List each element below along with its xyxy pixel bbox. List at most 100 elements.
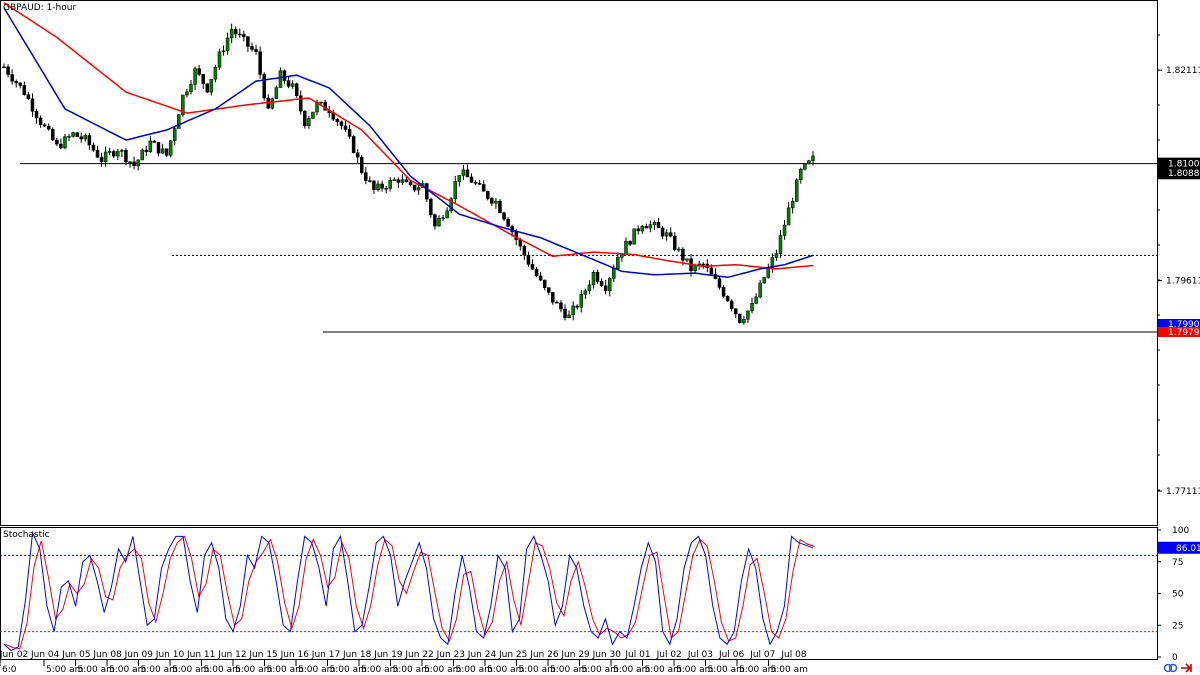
- candle-body: [782, 224, 787, 236]
- candle-body: [412, 184, 417, 191]
- candle-body: [481, 184, 486, 192]
- candle-body: [246, 36, 250, 47]
- candle-body: [274, 87, 279, 99]
- candle-body: [307, 118, 311, 126]
- candle-body: [583, 290, 588, 295]
- candle-body: [355, 152, 360, 158]
- candle-body: [790, 201, 795, 209]
- candle-body: [429, 198, 433, 215]
- candle-body: [648, 224, 653, 229]
- candle-body: [168, 140, 173, 156]
- candle-body: [538, 275, 543, 281]
- candle-body: [343, 125, 348, 130]
- time-label: 5:00 am: [235, 665, 272, 675]
- time-label: 5:00 am: [582, 665, 619, 675]
- candle-body: [388, 180, 392, 189]
- candle-body: [803, 163, 807, 170]
- moving-average-red: [3, 2, 814, 270]
- candle-body: [368, 180, 372, 182]
- candle-body: [603, 285, 608, 291]
- price-tag: 1.80886: [1168, 169, 1200, 179]
- candle-body: [254, 49, 258, 52]
- candle-body: [490, 198, 494, 204]
- time-label: 5:00 am: [676, 665, 713, 675]
- time-label: 5:00 am: [487, 665, 524, 675]
- candle-body: [616, 257, 620, 269]
- candle-body: [762, 277, 766, 284]
- candle-body: [290, 83, 295, 87]
- arrow-icon[interactable]: [1181, 663, 1192, 673]
- candle-body: [469, 176, 474, 183]
- candle-body: [445, 210, 449, 219]
- date-label: Jun 05: [61, 650, 90, 660]
- candle-body: [22, 85, 27, 96]
- candle-body: [721, 287, 726, 297]
- link-icon[interactable]: [1163, 663, 1178, 673]
- candle-body: [799, 168, 803, 181]
- candle-body: [67, 136, 71, 138]
- candle-body: [725, 296, 730, 302]
- time-label: 5:00 am: [456, 665, 493, 675]
- candle-body: [607, 278, 612, 291]
- candle-body: [677, 248, 681, 251]
- time-label: 5:00 am: [424, 665, 461, 675]
- candle-body: [449, 198, 453, 212]
- time-label: 5:00 am: [330, 665, 367, 675]
- stochastic-axis-label: 100: [1172, 526, 1189, 536]
- stochastic-axis-label: 75: [1172, 558, 1183, 568]
- candle-body: [172, 128, 177, 141]
- date-label: Jun 12: [217, 650, 246, 660]
- candle-body: [380, 183, 384, 189]
- candle-body: [339, 121, 344, 127]
- time-label: 5:00 am: [519, 665, 556, 675]
- candle-body: [177, 114, 181, 129]
- price-tag-bg: [1158, 167, 1200, 180]
- candle-body: [758, 282, 762, 298]
- candle-body: [461, 169, 466, 176]
- candle-body: [636, 228, 640, 232]
- date-label: Jul 08: [780, 650, 806, 660]
- candle-body: [14, 80, 18, 84]
- candle-body: [437, 217, 441, 227]
- candle-body: [754, 296, 758, 304]
- candle-body: [51, 129, 55, 141]
- time-label: 6:0: [2, 665, 17, 675]
- time-label: 5:00 am: [393, 665, 430, 675]
- date-label: Jun 16: [280, 650, 310, 660]
- candle-body: [42, 124, 47, 127]
- candle-body: [579, 294, 584, 308]
- candle-body: [335, 119, 340, 122]
- candle-body: [425, 183, 429, 200]
- ma-price-tag-bg: [1158, 319, 1200, 329]
- candle-body: [303, 110, 307, 126]
- candle-body: [392, 179, 397, 181]
- candle-body: [473, 182, 478, 184]
- stochastic-axis-label: 50: [1172, 590, 1184, 600]
- candle-body: [494, 200, 498, 204]
- price-tag-bg: [1158, 157, 1200, 170]
- candle-body: [563, 308, 567, 319]
- candle-body: [359, 156, 364, 173]
- main-pane: [0, 0, 1158, 526]
- ma-price-tag-bg: [1158, 327, 1200, 337]
- candle-body: [786, 207, 791, 226]
- candle-body: [551, 292, 555, 303]
- candle-body: [319, 101, 323, 104]
- candle-body: [201, 74, 205, 84]
- candle-body: [542, 279, 547, 288]
- stochastic-k-line: [3, 530, 814, 652]
- candle-body: [299, 95, 303, 112]
- candle-body: [225, 37, 230, 51]
- candle-body: [99, 157, 104, 163]
- candle-body: [112, 151, 116, 157]
- candle-body: [2, 66, 6, 69]
- price-axis: 1.82111 1.810001.80886 1.79611 1.77111 1.799…: [1157, 34, 1200, 497]
- candle-body: [132, 161, 136, 167]
- candle-body: [729, 300, 734, 309]
- candle-body: [140, 149, 144, 161]
- candle-body: [522, 245, 527, 256]
- date-label: Jun 10: [155, 650, 185, 660]
- time-label: 5:00 am: [613, 665, 650, 675]
- candle-body: [404, 179, 409, 183]
